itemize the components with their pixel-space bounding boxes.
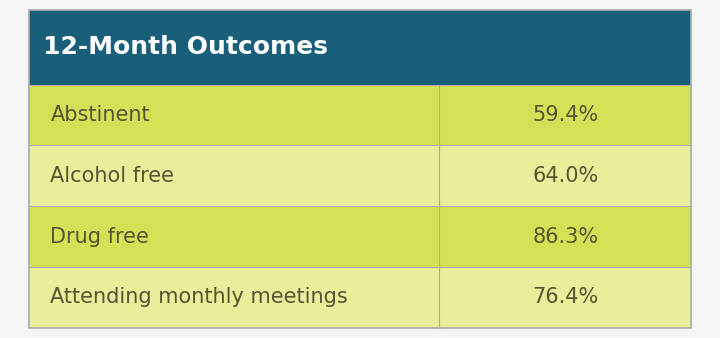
FancyBboxPatch shape <box>439 84 691 145</box>
FancyBboxPatch shape <box>29 206 439 267</box>
Text: 86.3%: 86.3% <box>532 226 598 247</box>
Text: 76.4%: 76.4% <box>532 287 598 308</box>
FancyBboxPatch shape <box>29 10 691 84</box>
Text: Drug free: Drug free <box>50 226 149 247</box>
Text: 64.0%: 64.0% <box>532 166 598 186</box>
FancyBboxPatch shape <box>439 145 691 206</box>
FancyBboxPatch shape <box>439 206 691 267</box>
Text: 12-Month Outcomes: 12-Month Outcomes <box>43 35 328 59</box>
Text: Alcohol free: Alcohol free <box>50 166 174 186</box>
FancyBboxPatch shape <box>29 145 439 206</box>
Text: 59.4%: 59.4% <box>532 105 598 125</box>
FancyBboxPatch shape <box>29 84 439 145</box>
Text: Attending monthly meetings: Attending monthly meetings <box>50 287 348 308</box>
Text: Abstinent: Abstinent <box>50 105 150 125</box>
FancyBboxPatch shape <box>439 267 691 328</box>
FancyBboxPatch shape <box>29 267 439 328</box>
